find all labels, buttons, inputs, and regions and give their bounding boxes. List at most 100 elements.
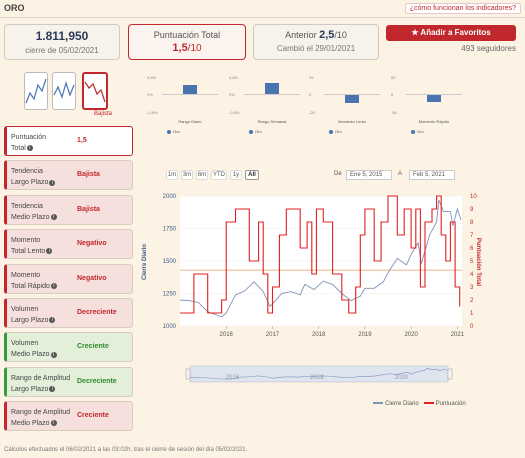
y-tick-label: 1500 [163, 259, 177, 265]
thumb-sideways[interactable] [52, 72, 76, 110]
score-card: Puntuación Total 1,5/10 [128, 24, 246, 60]
y2-tick-label: 2 [470, 298, 474, 304]
indicator-name: Rango de Amplitud Medio Plazo i [11, 407, 77, 429]
range-button-ytd[interactable]: YTD [211, 170, 227, 180]
info-icon[interactable]: i [50, 213, 57, 220]
sideways-icon [53, 80, 75, 99]
score-display: 1,5/10 [129, 42, 245, 54]
previous-suffix: /10 [334, 30, 347, 40]
asset-name: ORO [4, 3, 25, 13]
mini-chart-1: 0,8% 0% -0,8% Rango Semanal Oro [229, 72, 305, 134]
y2-tick-label: 5 [470, 259, 474, 265]
mini-tick-mid: 0 [309, 92, 312, 97]
star-icon: ★ [411, 28, 419, 37]
indicator-name: Puntuación Total i [11, 132, 77, 154]
info-icon[interactable]: i [50, 282, 57, 289]
y-axis-right-label: Puntuación Total [475, 237, 481, 287]
indicator-card[interactable]: Volumen Largo Plazo i Decreciente [4, 298, 133, 328]
date-to-input[interactable]: Feb 5, 2021 [409, 170, 455, 180]
mini-tick-bottom: -25 [309, 110, 315, 115]
indicator-name: Tendencia Largo Plazo i [11, 166, 77, 188]
chart-legend: Cierre Diario Puntuación [373, 401, 466, 407]
info-icon[interactable]: i [49, 179, 56, 186]
indicator-card[interactable]: Momento Total Lento i Negativo [4, 229, 133, 260]
range-button-1y[interactable]: 1y [230, 170, 242, 180]
legend-swatch-price [373, 402, 383, 405]
x-tick-label: 2019 [358, 332, 372, 338]
downtrend-icon [84, 81, 106, 103]
previous-label: Anterior [285, 30, 317, 40]
mini-axis [244, 94, 300, 95]
indicator-name-line1: Rango de Amplitud [11, 409, 71, 417]
mini-chart-3: 50 0 -50 Momento Rápido Oro [391, 72, 467, 134]
price-card: 1.811,950 cierre de 05/02/2021 [4, 24, 120, 60]
add-favorites-button[interactable]: ★ Añadir a Favoritos [386, 25, 516, 41]
range-button-1m[interactable]: 1m [166, 170, 178, 180]
indicator-card[interactable]: Tendencia Largo Plazo i Bajista [4, 160, 133, 191]
mini-axis [406, 94, 462, 95]
mini-legend-label: Oro [255, 129, 262, 134]
indicator-name-line1: Momento [11, 237, 41, 245]
indicator-value: Negativo [77, 274, 107, 282]
navigator-handle-right[interactable] [447, 368, 453, 380]
help-link[interactable]: ¿cómo funcionan los indicadores? [404, 3, 521, 14]
range-button-3m[interactable]: 3m [181, 170, 193, 180]
mini-bar [183, 85, 197, 94]
mini-tick-top: 0,8% [229, 75, 239, 80]
indicator-name-line2: Total [11, 145, 26, 152]
legend-dot-icon [411, 129, 415, 134]
indicator-name-line2: Total Rápido [11, 282, 50, 290]
indicator-card[interactable]: Momento Total Rápido i Negativo [4, 263, 133, 294]
y2-tick-label: 8 [470, 220, 474, 226]
navigator-handle-left[interactable] [185, 368, 191, 380]
info-icon[interactable]: i [50, 351, 57, 358]
legend-price[interactable]: Cierre Diario [385, 401, 419, 407]
range-button-6m[interactable]: 6m [196, 170, 208, 180]
legend-score[interactable]: Puntuación [435, 401, 466, 407]
mini-tick-mid: 0% [147, 92, 153, 97]
indicator-name-line1: Tendencia [11, 202, 43, 210]
indicator-card[interactable]: Rango de Amplitud Largo Plazo i Decreciente [4, 366, 133, 397]
mini-chart-2: 25 0 -25 Momento Lento Oro [309, 72, 385, 134]
info-icon[interactable]: i [50, 420, 57, 427]
price-value: 1.811,950 [35, 29, 89, 43]
thumb-downtrend[interactable] [82, 72, 108, 110]
info-icon[interactable]: i [49, 317, 56, 324]
info-icon[interactable]: i [26, 145, 33, 152]
indicator-name-line2: Largo Plazo [11, 317, 49, 324]
mini-legend: Oro [167, 129, 180, 134]
x-tick-label: 2020 [404, 332, 418, 338]
mini-tick-mid: 0% [229, 92, 235, 97]
y2-tick-label: 3 [470, 285, 474, 291]
followers-count: 493 seguidores [461, 44, 516, 53]
thumb-label: Bajista [93, 111, 112, 117]
mini-bar [345, 95, 359, 103]
info-icon[interactable]: i [46, 248, 53, 255]
indicator-name-line1: Tendencia [11, 168, 43, 176]
indicator-value: Creciente [77, 343, 109, 351]
navigator-tick-label: 2020 [395, 375, 409, 381]
indicator-name-line2: Largo Plazo [11, 179, 49, 187]
mini-caption: Momento Rápido [418, 119, 450, 124]
mini-bar [265, 82, 279, 94]
indicator-name: Rango de Amplitud Largo Plazo i [11, 373, 77, 395]
indicator-name-line2: Medio Plazo [11, 213, 50, 221]
date-from-input[interactable]: Ene 5, 2015 [346, 170, 392, 180]
indicator-card[interactable]: Rango de Amplitud Medio Plazo i Creciente [4, 401, 133, 432]
indicator-card[interactable]: Tendencia Medio Plazo i Bajista [4, 194, 133, 225]
legend-dot-icon [249, 129, 253, 134]
series-line-score [180, 195, 461, 314]
mini-tick-top: 25 [309, 75, 314, 80]
indicator-name: Tendencia Medio Plazo i [11, 201, 77, 223]
y2-tick-label: 9 [470, 207, 474, 213]
range-button-all[interactable]: All [245, 170, 259, 180]
previous-line: Anterior 2,5/10 [254, 29, 378, 41]
navigator-tick-label: 2018 [310, 375, 324, 381]
trend-thumbnails: Bajista [22, 72, 112, 120]
indicator-card[interactable]: Puntuación Total i 1,5 [4, 126, 133, 156]
mini-tick-bottom: -0,8% [147, 110, 158, 115]
uptrend-icon [25, 78, 47, 104]
info-icon[interactable]: i [49, 385, 56, 392]
indicator-card[interactable]: Volumen Medio Plazo i Creciente [4, 332, 133, 363]
thumb-uptrend[interactable] [24, 72, 48, 110]
